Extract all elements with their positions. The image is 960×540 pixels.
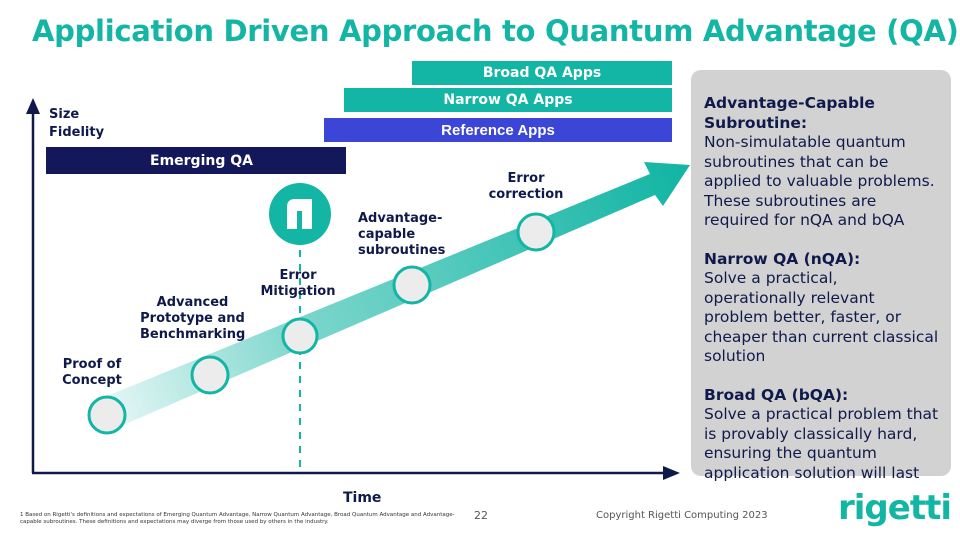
emerging-qa-bar: Emerging QA xyxy=(46,147,346,174)
definitions-panel: Advantage-Capable Subroutine: Non-simula… xyxy=(691,70,951,482)
broad-qa-section: Broad QA (bQA): Solve a practical proble… xyxy=(704,386,939,484)
rigetti-badge-icon xyxy=(269,183,331,245)
milestone-circle-advanced-prototype xyxy=(190,355,230,395)
narrow-qa-apps-bar: Narrow QA Apps xyxy=(344,88,672,112)
milestone-circle-error-correction xyxy=(516,212,556,252)
broad-qa-apps-bar: Broad QA Apps xyxy=(412,61,672,85)
broad-qa-title: Broad QA (bQA): xyxy=(704,385,849,404)
narrow-qa-section: Narrow QA (nQA): Solve a practical, oper… xyxy=(704,250,939,367)
advantage-capable-section: Advantage-Capable Subroutine: Non-simula… xyxy=(704,94,939,231)
milestone-circle-advantage-capable xyxy=(392,265,432,305)
page-number: 22 xyxy=(474,509,488,522)
stage-label-error-mitigation: Error Mitigation xyxy=(260,268,336,299)
milestone-circle-error-mitigation xyxy=(281,317,319,355)
x-axis-arrowhead xyxy=(663,466,680,480)
broad-qa-body: Solve a practical problem that is provab… xyxy=(704,405,939,482)
copyright-text: Copyright Rigetti Computing 2023 xyxy=(596,510,768,521)
stage-label-proof-of-concept: Proof of Concept xyxy=(62,357,122,388)
narrow-qa-body: Solve a practical, operationally relevan… xyxy=(704,269,939,365)
advantage-capable-body: Non-simulatable quantum subroutines that… xyxy=(704,133,935,229)
x-axis-label-time: Time xyxy=(343,490,382,506)
page-title: Application Driven Approach to Quantum A… xyxy=(32,14,960,48)
y-axis-label-fidelity: Fidelity xyxy=(49,125,105,140)
y-axis-arrowhead xyxy=(26,98,40,114)
stage-label-error-correction: Error correction xyxy=(488,171,564,202)
reference-apps-bar: Reference Apps xyxy=(324,118,672,142)
narrow-qa-title: Narrow QA (nQA): xyxy=(704,249,861,268)
rigetti-logo: rigetti xyxy=(838,488,952,528)
y-axis-label-size: Size xyxy=(49,107,80,122)
milestone-circle-proof-of-concept xyxy=(87,395,127,435)
advantage-capable-title: Advantage-Capable Subroutine: xyxy=(704,94,875,132)
title-footnote-mark: 1 xyxy=(959,16,960,34)
stage-label-advantage-capable: Advantage- capable subroutines xyxy=(358,211,446,258)
stage-label-advanced-prototype: Advanced Prototype and Benchmarking xyxy=(140,295,246,342)
footnote: 1 Based on Rigetti's definitions and exp… xyxy=(20,512,455,525)
